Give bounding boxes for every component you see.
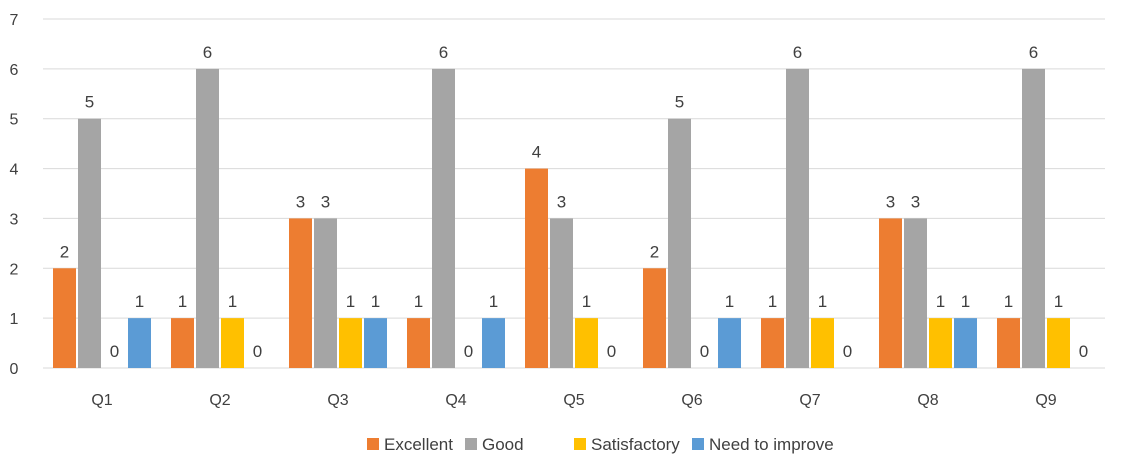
legend-swatch	[692, 438, 704, 450]
data-label: 0	[1079, 342, 1088, 361]
data-label: 0	[700, 342, 709, 361]
bar-good-q6	[668, 118, 691, 368]
data-label: 2	[60, 242, 69, 261]
data-label: 3	[296, 192, 305, 211]
bar-need-to-improve-q3	[364, 318, 387, 368]
legend-label: Satisfactory	[591, 435, 680, 454]
bar-satisfactory-q7	[811, 318, 834, 368]
data-label: 6	[1029, 43, 1038, 62]
bars	[53, 68, 1070, 368]
bar-excellent-q6	[643, 268, 666, 368]
data-label: 1	[178, 292, 187, 311]
data-label: 3	[911, 192, 920, 211]
data-label: 3	[557, 192, 566, 211]
bar-excellent-q5	[525, 168, 548, 368]
bar-excellent-q7	[761, 318, 784, 368]
bar-need-to-improve-q4	[482, 318, 505, 368]
data-label: 1	[1054, 292, 1063, 311]
data-label: 1	[725, 292, 734, 311]
bar-satisfactory-q3	[339, 318, 362, 368]
bar-excellent-q1	[53, 268, 76, 368]
data-label: 1	[371, 292, 380, 311]
data-label: 1	[346, 292, 355, 311]
x-tick-label: Q1	[91, 392, 112, 409]
y-tick-label: 1	[10, 311, 19, 328]
bar-good-q3	[314, 218, 337, 368]
legend-label: Excellent	[384, 435, 453, 454]
x-tick-label: Q7	[799, 392, 820, 409]
bar-good-q1	[78, 118, 101, 368]
bar-excellent-q3	[289, 218, 312, 368]
bar-excellent-q8	[879, 218, 902, 368]
bar-excellent-q9	[997, 318, 1020, 368]
y-tick-label: 2	[10, 261, 19, 278]
data-label: 6	[439, 43, 448, 62]
bar-satisfactory-q8	[929, 318, 952, 368]
bar-good-q2	[196, 68, 219, 368]
legend-label: Need to improve	[709, 435, 834, 454]
x-tick-label: Q6	[681, 392, 702, 409]
x-tick-label: Q4	[445, 392, 466, 409]
data-label: 1	[414, 292, 423, 311]
y-tick-label: 3	[10, 211, 19, 228]
x-tick-label: Q2	[209, 392, 230, 409]
y-tick-label: 7	[10, 12, 19, 29]
bar-good-q9	[1022, 68, 1045, 368]
bar-need-to-improve-q1	[128, 318, 151, 368]
gridlines	[43, 18, 1105, 369]
y-tick-label: 0	[10, 361, 19, 378]
bar-good-q7	[786, 68, 809, 368]
bar-satisfactory-q2	[221, 318, 244, 368]
bar-need-to-improve-q8	[954, 318, 977, 368]
data-label: 0	[843, 342, 852, 361]
data-label: 1	[961, 292, 970, 311]
data-label: 0	[253, 342, 262, 361]
data-label: 1	[768, 292, 777, 311]
bar-good-q4	[432, 68, 455, 368]
bar-satisfactory-q5	[575, 318, 598, 368]
data-label: 1	[489, 292, 498, 311]
y-tick-label: 5	[10, 112, 19, 129]
bar-need-to-improve-q6	[718, 318, 741, 368]
data-label: 0	[464, 342, 473, 361]
data-label: 1	[1004, 292, 1013, 311]
bar-good-q5	[550, 218, 573, 368]
data-label: 3	[886, 192, 895, 211]
bar-excellent-q4	[407, 318, 430, 368]
bar-excellent-q2	[171, 318, 194, 368]
legend-label: Good	[482, 435, 524, 454]
x-tick-label: Q8	[917, 392, 938, 409]
x-tick-label: Q5	[563, 392, 584, 409]
data-label: 1	[818, 292, 827, 311]
legend-swatch	[465, 438, 477, 450]
data-label: 2	[650, 242, 659, 261]
y-tick-label: 4	[10, 162, 19, 179]
legend-swatch	[367, 438, 379, 450]
data-label: 0	[110, 342, 119, 361]
data-label: 6	[793, 43, 802, 62]
bar-good-q8	[904, 218, 927, 368]
bar-satisfactory-q9	[1047, 318, 1070, 368]
x-tick-label: Q9	[1035, 392, 1056, 409]
data-label: 1	[228, 292, 237, 311]
data-label: 1	[936, 292, 945, 311]
legend: Excellent Good Satisfactory Need to improve	[367, 435, 834, 454]
y-axis: 0 1 2 3 4 5 6 7	[10, 12, 19, 378]
data-label: 5	[675, 93, 684, 112]
y-tick-label: 6	[10, 62, 19, 79]
data-label: 4	[532, 143, 541, 162]
x-axis: Q1 Q2 Q3 Q4 Q5 Q6 Q7 Q8 Q9	[91, 392, 1056, 409]
data-label: 6	[203, 43, 212, 62]
data-label: 1	[135, 292, 144, 311]
legend-swatch	[574, 438, 586, 450]
data-label: 0	[607, 342, 616, 361]
x-tick-label: Q3	[327, 392, 348, 409]
data-label: 3	[321, 192, 330, 211]
data-label: 5	[85, 93, 94, 112]
data-label: 1	[582, 292, 591, 311]
